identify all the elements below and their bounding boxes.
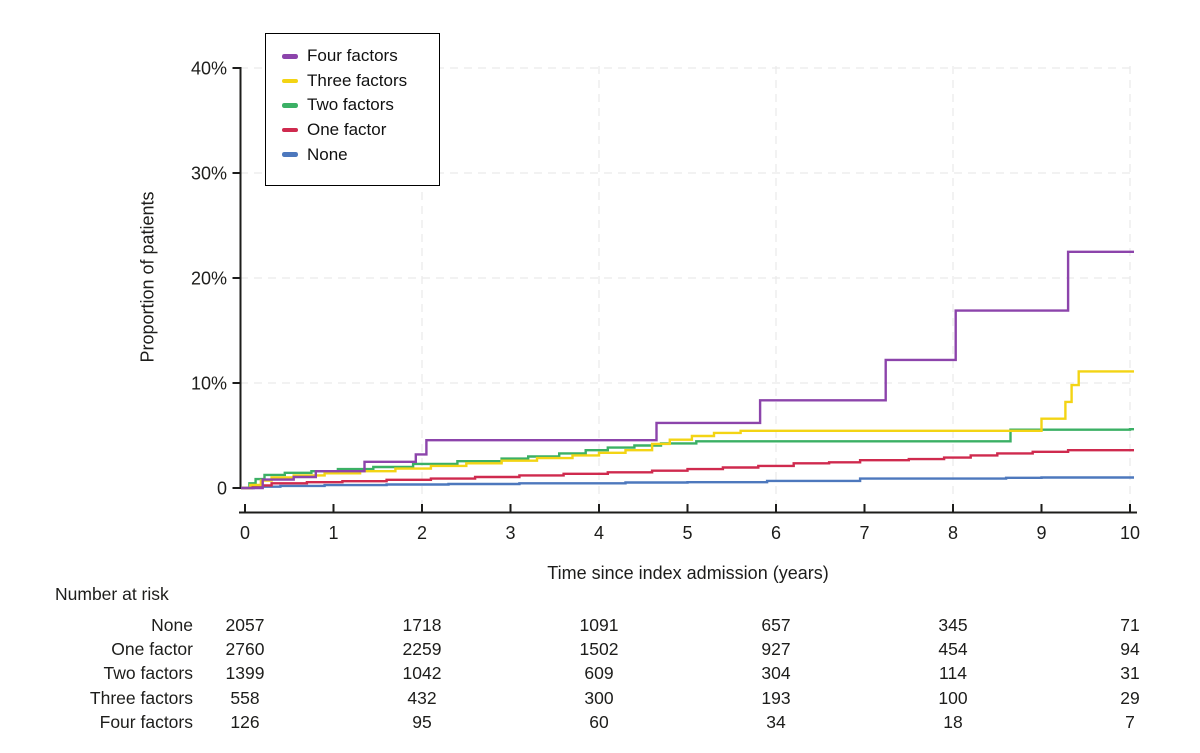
x-tick-label: 2 — [417, 523, 427, 543]
legend-label: Three factors — [307, 70, 408, 90]
legend-label: None — [307, 144, 348, 164]
risk-value: 1502 — [579, 639, 619, 660]
x-tick-label: 8 — [948, 523, 958, 543]
risk-value: 18 — [943, 711, 963, 732]
x-axis-label: Time since index admission (years) — [547, 563, 829, 583]
risk-value: 114 — [939, 663, 967, 684]
risk-row-two-factors: Two factors 1399 1042 609 304 114 31 — [0, 663, 1200, 685]
risk-table-title: Number at risk — [55, 584, 169, 604]
x-tick-label: 9 — [1036, 523, 1046, 543]
series-path-one-factor — [241, 449, 1134, 490]
legend-swatch-three-factors — [282, 78, 298, 84]
y-tick-label: 30% — [191, 164, 227, 184]
legend-label: Four factors — [307, 46, 398, 66]
y-tick-label: 10% — [191, 374, 227, 394]
risk-value: 29 — [1120, 687, 1140, 708]
x-tick-label: 4 — [594, 523, 604, 543]
risk-value: 34 — [766, 711, 786, 732]
series-path-four-factors — [241, 250, 1134, 490]
risk-value: 1399 — [225, 663, 265, 684]
risk-value: 7 — [1125, 711, 1135, 732]
legend-item-none: None — [282, 142, 439, 167]
risk-row-none: None 2057 1718 1091 657 345 71 — [0, 615, 1200, 637]
risk-value: 94 — [1120, 639, 1140, 660]
risk-value: 31 — [1120, 663, 1140, 684]
risk-value: 609 — [584, 663, 614, 684]
risk-value: 193 — [761, 687, 791, 708]
risk-value: 454 — [938, 639, 968, 660]
risk-value: 95 — [412, 711, 432, 732]
x-tick-label: 5 — [682, 523, 692, 543]
risk-row-three-factors: Three factors 558 432 300 193 100 29 — [0, 688, 1200, 710]
series-path-three-factors — [241, 370, 1134, 490]
legend-label: Two factors — [307, 95, 394, 115]
legend-item-two-factors: Two factors — [282, 93, 439, 118]
y-tick-label: 0 — [217, 479, 227, 499]
x-tick-label: 10 — [1120, 523, 1140, 543]
legend-swatch-four-factors — [282, 54, 298, 59]
risk-row-four-factors: Four factors 126 95 60 34 18 7 — [0, 712, 1200, 734]
y-tick-label: 40% — [191, 59, 227, 79]
x-tick-label: 7 — [859, 523, 869, 543]
legend-swatch-one-factor — [282, 127, 298, 133]
legend-swatch-two-factors — [282, 103, 298, 108]
y-tick-label: 20% — [191, 269, 227, 289]
x-tick-label: 0 — [240, 523, 250, 543]
risk-row-one-factor: One factor 2760 2259 1502 927 454 94 — [0, 639, 1200, 661]
legend-item-three-factors: Three factors — [282, 69, 439, 94]
x-tick-label: 3 — [505, 523, 515, 543]
risk-row-label: Four factors — [99, 711, 193, 732]
risk-value: 432 — [407, 687, 437, 708]
risk-value: 304 — [761, 663, 791, 684]
series-path-none — [241, 476, 1134, 490]
y-axis-label: Proportion of patients — [137, 191, 158, 363]
risk-value: 2760 — [225, 639, 265, 660]
risk-row-label: One factor — [111, 639, 193, 660]
risk-value: 1091 — [579, 615, 619, 635]
risk-value: 126 — [230, 711, 260, 732]
legend-label: One factor — [307, 120, 387, 140]
risk-row-label: Three factors — [89, 687, 193, 708]
risk-value: 100 — [938, 687, 968, 708]
risk-value: 558 — [230, 687, 260, 708]
legend-swatch-none — [282, 152, 298, 157]
risk-value: 345 — [938, 615, 968, 635]
risk-value: 300 — [584, 687, 614, 708]
risk-row-label: Two factors — [103, 663, 193, 684]
legend: Four factors Three factors Two factors One … — [265, 33, 440, 186]
risk-row-label: None — [151, 615, 193, 635]
risk-value: 1042 — [402, 663, 442, 684]
risk-value: 657 — [761, 615, 791, 635]
risk-value: 927 — [761, 639, 791, 660]
x-tick-label: 6 — [771, 523, 781, 543]
legend-item-four-factors: Four factors — [282, 44, 439, 69]
risk-value: 2259 — [402, 639, 442, 660]
risk-value: 2057 — [225, 615, 265, 635]
legend-item-one-factor: One factor — [282, 118, 439, 143]
risk-value: 71 — [1120, 615, 1140, 635]
x-tick-label: 1 — [328, 523, 338, 543]
risk-value: 60 — [589, 711, 609, 732]
risk-value: 1718 — [402, 615, 442, 635]
